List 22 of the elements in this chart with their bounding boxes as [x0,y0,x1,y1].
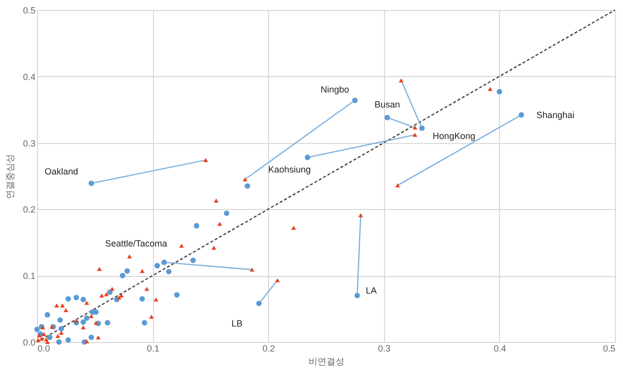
annotation: Oakland [44,166,78,176]
x-tick-label: 0.0 [38,344,50,354]
y-axis-title: 연결중심성 [4,154,15,199]
y-tick-label: 0.4 [22,72,36,82]
annotation: Busan [374,100,400,110]
y-tick-label: 0.3 [22,138,36,148]
x-tick-label: 0.3 [378,344,391,354]
x-tick-label: 0.2 [262,344,275,354]
y-tick-label: 0.5 [22,6,36,16]
x-tick-label: 0.4 [494,344,506,354]
y-tick-label: 0.2 [22,204,36,215]
annotation: LA [366,286,377,296]
annotation: Ningbo [320,84,350,94]
x-tick-label: 0.1 [146,344,160,354]
annotation: Kaohsiung [268,164,311,174]
annotation: LB [231,318,242,328]
annotation: Seattle/Tacoma [105,238,168,248]
y-tick-label: 0.1 [22,271,36,282]
x-axis-title: 비연결성 [308,356,344,366]
x-tick-label: 0.5 [602,344,616,354]
annotation: Shanghai [536,110,574,120]
annotation: HongKong [432,131,476,142]
